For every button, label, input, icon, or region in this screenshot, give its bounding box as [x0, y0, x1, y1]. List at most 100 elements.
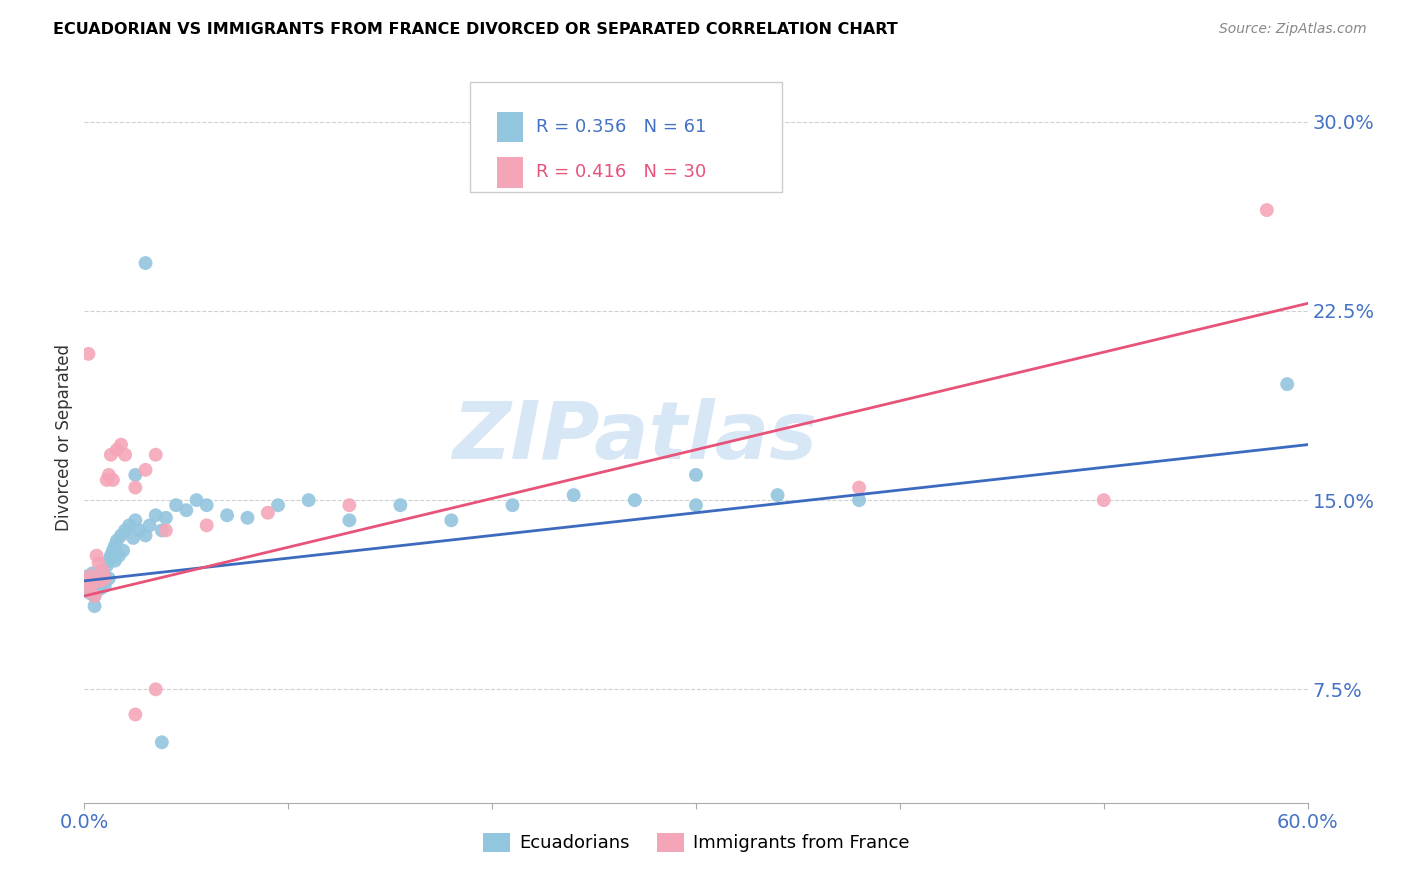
Point [77, 582, 100, 596]
Point [848, 481, 870, 495]
Point [195, 498, 218, 512]
Point [339, 498, 361, 512]
Point [124, 481, 146, 495]
Point [502, 498, 524, 512]
Point [93, 571, 115, 585]
Point [186, 493, 208, 508]
Point [440, 513, 463, 527]
Point [124, 513, 146, 527]
Point [114, 524, 136, 538]
Point [112, 543, 135, 558]
Point [93, 579, 115, 593]
Point [83, 599, 105, 613]
Point [145, 682, 167, 697]
Point [100, 549, 122, 563]
Point [624, 493, 647, 508]
Point [82, 566, 104, 581]
Point [79, 569, 101, 583]
Text: R = 0.416   N = 30: R = 0.416 N = 30 [536, 163, 706, 181]
Point [766, 488, 789, 502]
Point [77, 569, 100, 583]
Point [87, 569, 110, 583]
Point [110, 528, 132, 542]
Point [75, 582, 97, 596]
Bar [496, 112, 523, 143]
Point [90, 574, 112, 588]
Point [848, 493, 870, 508]
Point [110, 437, 132, 451]
Text: Source: ZipAtlas.com: Source: ZipAtlas.com [1219, 22, 1367, 37]
Text: R = 0.356   N = 61: R = 0.356 N = 61 [536, 118, 706, 136]
Point [257, 506, 280, 520]
Point [685, 498, 707, 512]
Point [86, 549, 108, 563]
Point [114, 448, 136, 462]
Point [77, 347, 100, 361]
Point [135, 256, 157, 270]
Point [96, 473, 118, 487]
Point [82, 576, 104, 591]
Point [82, 579, 104, 593]
Point [122, 531, 145, 545]
Text: ZIPatlas: ZIPatlas [453, 398, 817, 476]
Point [91, 564, 114, 578]
Point [75, 574, 97, 588]
Point [217, 508, 239, 523]
Point [105, 442, 128, 457]
Point [101, 473, 124, 487]
Point [150, 524, 173, 538]
Point [100, 448, 122, 462]
Point [86, 583, 108, 598]
Point [118, 518, 141, 533]
Point [83, 571, 105, 585]
Text: ECUADORIAN VS IMMIGRANTS FROM FRANCE DIVORCED OR SEPARATED CORRELATION CHART: ECUADORIAN VS IMMIGRANTS FROM FRANCE DIV… [53, 22, 898, 37]
Point [97, 554, 120, 568]
Point [562, 488, 585, 502]
Point [236, 510, 259, 524]
Point [86, 574, 108, 588]
Point [87, 576, 110, 591]
Point [91, 574, 114, 588]
Point [79, 574, 101, 588]
Point [108, 549, 131, 563]
Point [339, 513, 361, 527]
Point [79, 586, 101, 600]
Point [124, 707, 146, 722]
Point [165, 498, 187, 512]
Point [135, 463, 157, 477]
Point [97, 467, 120, 482]
Point [155, 524, 177, 538]
Point [104, 539, 127, 553]
Point [101, 543, 124, 558]
Point [93, 569, 115, 583]
FancyBboxPatch shape [470, 82, 782, 192]
Point [1092, 493, 1115, 508]
Point [145, 448, 167, 462]
Point [83, 589, 105, 603]
Point [90, 582, 112, 596]
Point [685, 467, 707, 482]
Point [83, 589, 105, 603]
Point [145, 508, 167, 523]
Point [128, 524, 150, 538]
Point [267, 498, 290, 512]
Point [150, 735, 173, 749]
Point [104, 554, 127, 568]
Point [135, 528, 157, 542]
Point [138, 518, 160, 533]
Point [90, 564, 112, 578]
Legend: Ecuadorians, Immigrants from France: Ecuadorians, Immigrants from France [475, 826, 917, 860]
Point [87, 556, 110, 570]
Point [96, 558, 118, 573]
Y-axis label: Divorced or Separated: Divorced or Separated [55, 343, 73, 531]
Point [1256, 203, 1278, 218]
Point [97, 571, 120, 585]
Point [124, 467, 146, 482]
Bar [496, 157, 523, 187]
Point [155, 510, 177, 524]
Point [105, 533, 128, 548]
Point [298, 493, 321, 508]
Point [1277, 377, 1299, 392]
Point [174, 503, 197, 517]
Point [195, 518, 218, 533]
